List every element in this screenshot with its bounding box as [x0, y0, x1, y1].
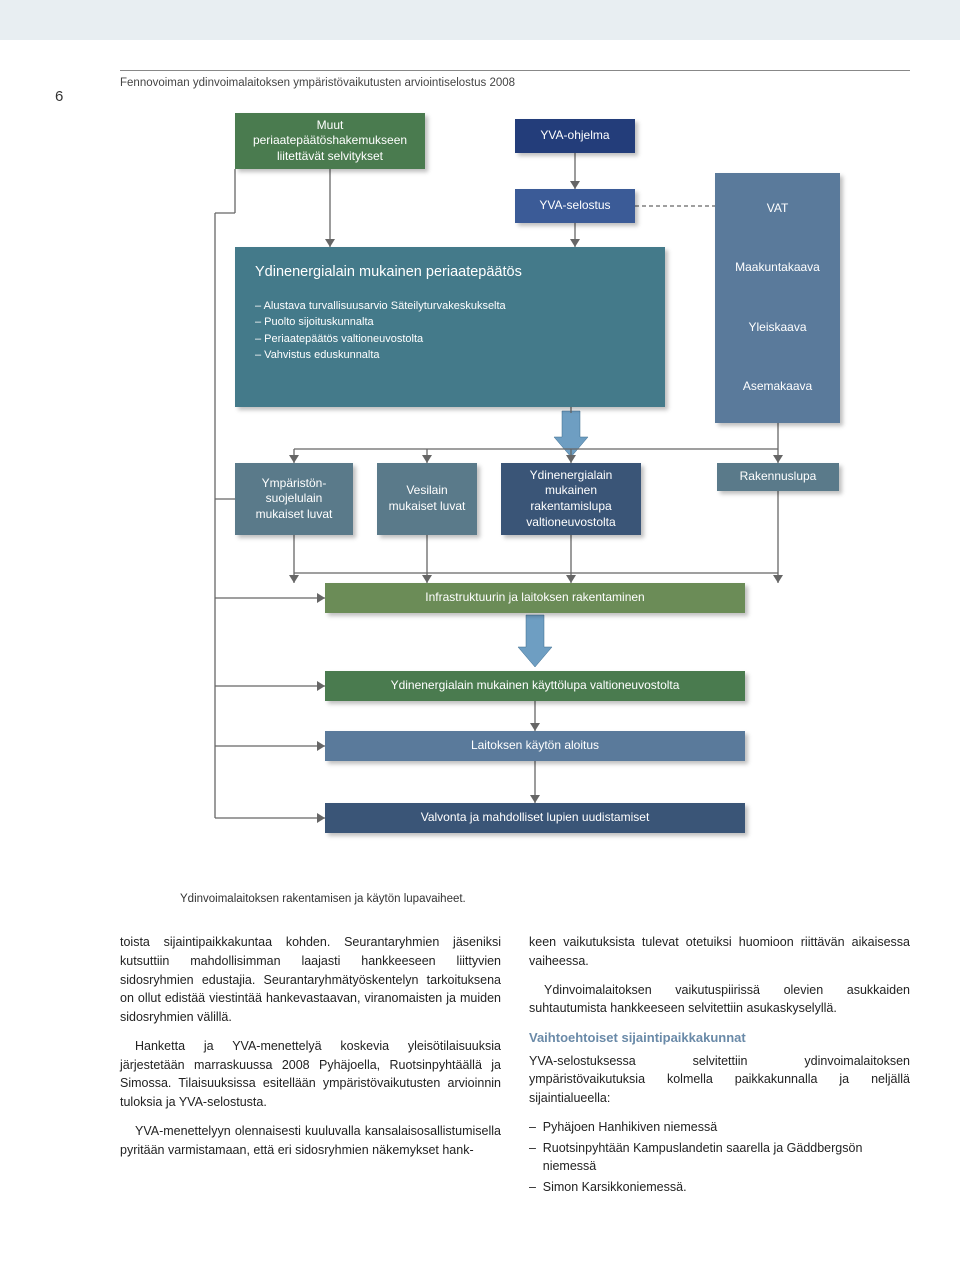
col-right: keen vaikutuksista tulevat otetuiksi huo… [529, 933, 910, 1207]
periaatepaatos-item: – Periaatepäätös valtioneuvostolta [255, 331, 645, 348]
box-rakentamislupa: Ydinenergialain mukainen rakentamislupa … [501, 463, 641, 535]
page-number: 6 [55, 88, 63, 105]
periaatepaatos-item: – Puolto sijoituskunnalta [255, 314, 645, 331]
para: toista sijaintipaikkakuntaa kohden. Seur… [120, 933, 501, 1027]
para: Ydinvoimalaitoksen vaikutuspiirissä olev… [529, 981, 910, 1019]
kaava-maakuntakaava: Maakuntakaava [735, 260, 820, 276]
box-kayttolupa: Ydinenergialain mukainen käyttölupa valt… [325, 671, 745, 701]
box-muut: Muut periaatepäätöshakemukseen liitettäv… [235, 113, 425, 169]
para: Hanketta ja YVA-menettelyä koskevia ylei… [120, 1037, 501, 1112]
box-kaava-panel: VAT Maakuntakaava Yleiskaava Asemakaava [715, 173, 840, 423]
location-item: Ruotsinpyhtään Kampuslandetin saarella j… [529, 1139, 910, 1177]
figure-caption: Ydinvoimalaitoksen rakentamisen ja käytö… [180, 893, 910, 905]
location-item: Pyhäjoen Hanhikiven niemessä [529, 1118, 910, 1137]
para: keen vaikutuksista tulevat otetuiksi huo… [529, 933, 910, 971]
location-list: Pyhäjoen Hanhikiven niemessä Ruotsinpyhtä… [529, 1118, 910, 1197]
box-valvonta: Valvonta ja mahdolliset lupien uudistami… [325, 803, 745, 833]
kaava-vat: VAT [767, 201, 789, 217]
periaatepaatos-item: – Alustava turvallisuusarvio Säteilyturv… [255, 298, 645, 315]
box-ymparisto: Ympäristön­suojelulain mukaiset luvat [235, 463, 353, 535]
periaatepaatos-title: Ydinenergialain mukainen periaatepäätös [255, 263, 645, 282]
kaava-asemakaava: Asemakaava [743, 379, 812, 395]
para: YVA-selostuksessa selvitettiin ydinvoima… [529, 1052, 910, 1108]
flowchart: Muut periaatepäätöshakemukseen liitettäv… [175, 113, 855, 873]
kaava-yleiskaava: Yleiskaava [748, 320, 806, 336]
box-periaatepaatos: Ydinenergialain mukainen periaatepäätös –… [235, 247, 665, 407]
header-label: Fennovoiman ydinvoimalaitoksen ympäristö… [120, 77, 910, 89]
box-yva-selostus: YVA-selostus [515, 189, 635, 223]
text-columns: toista sijaintipaikkakuntaa kohden. Seur… [120, 933, 910, 1207]
page-body: 6 Fennovoiman ydinvoimalaitoksen ympäris… [0, 40, 960, 1247]
box-vesilain: Vesilain mukaiset luvat [377, 463, 477, 535]
periaatepaatos-item: – Vahvistus eduskunnalta [255, 347, 645, 364]
para: YVA-menettelyyn olennaisesti kuuluvalla … [120, 1122, 501, 1160]
subheading: Vaihtoehtoiset sijaintipaikkakunnat [529, 1028, 910, 1048]
location-item: Simon Karsikkoniemessä. [529, 1178, 910, 1197]
box-aloitus: Laitoksen käytön aloitus [325, 731, 745, 761]
col-left: toista sijaintipaikkakuntaa kohden. Seur… [120, 933, 501, 1207]
top-accent-bar [0, 0, 960, 40]
header-rule [120, 70, 910, 71]
box-yva-ohjelma: YVA-ohjelma [515, 119, 635, 153]
box-infra: Infrastruktuurin ja laitoksen rakentamin… [325, 583, 745, 613]
box-rakennuslupa: Rakennuslupa [717, 463, 839, 491]
